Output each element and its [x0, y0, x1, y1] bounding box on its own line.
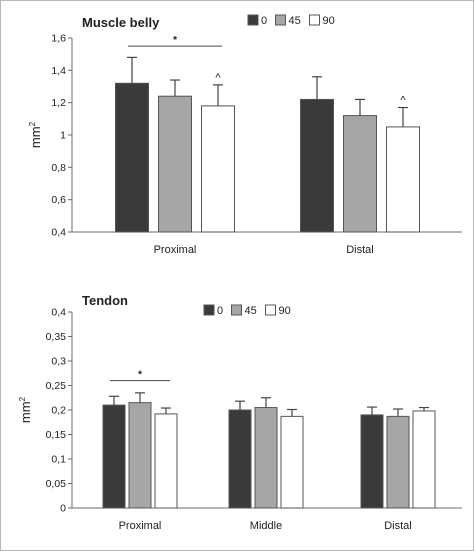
legend-label-0: 0: [261, 15, 267, 27]
y-tick-label: 1,2: [51, 97, 66, 109]
y-axis-label-exponent: 2: [28, 121, 37, 126]
y-tick-label: 0,3: [51, 356, 66, 368]
bar-proximal-45: [158, 95, 192, 233]
y-tick-label: 0,05: [46, 478, 67, 490]
y-tick-label: 0,15: [46, 429, 67, 441]
y-tick-label: 0,25: [46, 380, 67, 392]
y-tick-label: 1,4: [51, 65, 66, 77]
chart-title: Tendon: [82, 293, 128, 308]
bar-middle-45: [254, 407, 278, 509]
legend-swatch-0: [247, 14, 259, 26]
x-category-label: Middle: [250, 520, 282, 532]
y-tick-label: 0,2: [51, 405, 66, 417]
legend-label-0: 0: [217, 305, 223, 317]
significance-marker: ^: [215, 72, 221, 84]
chart-muscle-belly: 0,4 0,6 0,8 1 1,2 1,4 1,6 mm2 Muscle belly Proxim…: [28, 14, 462, 256]
significance-marker: ^: [400, 95, 406, 107]
significance-marker: *: [173, 34, 178, 46]
x-category-label: Proximal: [119, 520, 162, 532]
legend-label-45: 45: [289, 15, 301, 27]
chart-tendon: 0 0,05 0,1 0,15 0,2 0,25 0,3 0,35 0,4 mm2 Tendon Pr…: [18, 293, 462, 532]
legend-label-90: 90: [323, 15, 335, 27]
bar-middle-90: [280, 415, 304, 509]
y-tick-label: 0,1: [51, 454, 66, 466]
x-category-label: Distal: [346, 244, 374, 256]
bar-distal-45: [386, 415, 410, 509]
legend-swatch-90: [265, 304, 276, 316]
y-tick-label: 0,4: [51, 307, 66, 319]
bar-distal-90: [386, 126, 420, 233]
legend-swatch-45: [231, 304, 242, 316]
bar-distal-90: [412, 410, 436, 509]
y-axis-label-unit: mm: [18, 401, 33, 423]
bar-distal-45: [343, 115, 377, 233]
bar-distal-0: [300, 98, 334, 233]
bar-distal-0: [360, 414, 384, 509]
x-category-label: Proximal: [154, 244, 197, 256]
y-axis-label-exponent: 2: [18, 396, 27, 401]
y-tick-label: 0,35: [46, 331, 67, 343]
y-axis-label-unit: mm: [28, 126, 43, 148]
y-tick-label: 1: [60, 130, 66, 142]
bar-middle-0: [228, 409, 252, 509]
x-category-label: Distal: [384, 520, 412, 532]
y-tick-label: 0,6: [51, 194, 66, 206]
y-tick-label: 0,4: [51, 227, 66, 239]
significance-marker: *: [138, 369, 143, 381]
chart-title: Muscle belly: [82, 15, 160, 30]
y-axis-label: mm2: [18, 396, 33, 423]
y-axis-label: mm2: [28, 121, 43, 148]
bar-proximal-90: [154, 413, 178, 509]
bar-proximal-0: [115, 82, 149, 233]
y-tick-label: 0,8: [51, 162, 66, 174]
legend-swatch-90: [309, 14, 320, 26]
y-tick-label: 1,6: [51, 33, 66, 45]
legend-swatch-0: [203, 304, 215, 316]
bar-proximal-45: [128, 402, 152, 509]
legend-label-90: 90: [279, 305, 291, 317]
legend-swatch-45: [275, 14, 286, 26]
bar-proximal-90: [201, 105, 235, 233]
legend-label-45: 45: [245, 305, 257, 317]
bar-proximal-0: [102, 404, 126, 509]
y-tick-label: 0: [60, 503, 66, 515]
